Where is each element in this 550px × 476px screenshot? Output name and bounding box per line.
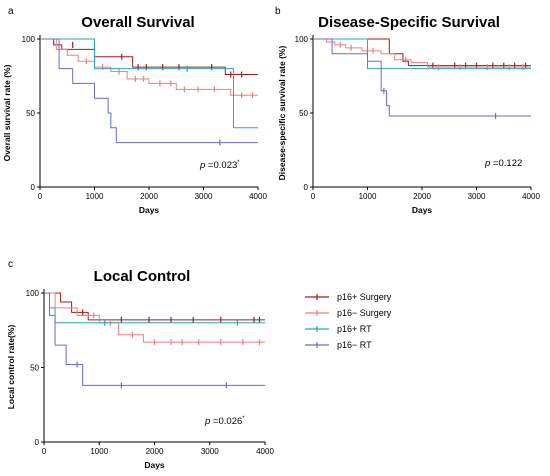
legend: p16+ Surgery p16− Surgery p16+ RT p16− RT bbox=[305, 292, 392, 350]
x-tick-label: 4000 bbox=[249, 192, 267, 201]
p-value-annotation: p =0.122 bbox=[484, 158, 522, 169]
x-tick-label: 3000 bbox=[468, 192, 486, 201]
km-curve bbox=[44, 292, 265, 321]
x-tick-label: 4000 bbox=[256, 447, 274, 456]
series-p16-rt bbox=[44, 292, 265, 389]
legend-entry: p16+ RT bbox=[305, 324, 372, 334]
x-tick-label: 3000 bbox=[201, 447, 219, 456]
x-axis-label: Days bbox=[144, 460, 165, 470]
legend-entry: p16− RT bbox=[305, 340, 372, 350]
km-curve bbox=[313, 38, 531, 67]
series-p16-rt bbox=[313, 38, 531, 119]
panel-letter: a bbox=[8, 6, 14, 17]
chart-title: Disease-Specific Survival bbox=[318, 14, 500, 31]
legend-label: p16− Surgery bbox=[337, 308, 392, 318]
chart-panel-c: c Local Control 0 1000 2000 3000 4000 0 50 100 Day… bbox=[6, 259, 274, 470]
km-curve bbox=[313, 38, 531, 117]
km-curve bbox=[40, 38, 258, 144]
p-value-annotation: p =0.026* bbox=[204, 416, 245, 427]
y-axis-label: Disease-specific survival rate (%) bbox=[277, 46, 287, 181]
series-p16-rt bbox=[40, 38, 258, 129]
series-p16-rt bbox=[40, 38, 258, 146]
x-tick-label: 0 bbox=[42, 447, 47, 456]
series-p16-surgery bbox=[313, 38, 531, 71]
km-curve bbox=[40, 38, 258, 96]
x-tick-label: 3000 bbox=[195, 192, 213, 201]
x-tick-label: 0 bbox=[311, 192, 316, 201]
chart-title: Local Control bbox=[94, 268, 191, 285]
x-tick-label: 4000 bbox=[522, 192, 540, 201]
x-tick-label: 1000 bbox=[90, 447, 108, 456]
series-p16-surgery bbox=[44, 292, 265, 346]
panel-letter: b bbox=[275, 6, 281, 17]
legend-entry: p16+ Surgery bbox=[305, 292, 392, 302]
y-tick-label: 0 bbox=[31, 183, 36, 192]
y-tick-label: 100 bbox=[295, 35, 309, 44]
y-tick-label: 0 bbox=[304, 183, 309, 192]
km-curve bbox=[313, 38, 531, 68]
y-axis-label: Local control rate(%) bbox=[6, 325, 16, 410]
km-curve bbox=[44, 292, 265, 386]
x-tick-label: 0 bbox=[38, 192, 43, 201]
chart-title: Overall Survival bbox=[81, 14, 194, 31]
x-tick-label: 2000 bbox=[146, 447, 164, 456]
y-axis-label: Overall survival rate (%) bbox=[2, 64, 12, 161]
y-tick-label: 50 bbox=[299, 109, 308, 118]
x-tick-label: 1000 bbox=[86, 192, 104, 201]
km-curve bbox=[44, 292, 265, 343]
series-p16-surgery bbox=[40, 38, 258, 99]
km-curve bbox=[40, 38, 258, 129]
series-p16-surgery bbox=[44, 292, 265, 323]
legend-entry: p16− Surgery bbox=[305, 308, 392, 318]
y-tick-label: 50 bbox=[30, 364, 39, 373]
y-tick-label: 50 bbox=[26, 109, 35, 118]
y-tick-label: 0 bbox=[35, 438, 40, 447]
legend-label: p16− RT bbox=[337, 340, 372, 350]
legend-label: p16+ RT bbox=[337, 324, 372, 334]
x-tick-label: 1000 bbox=[359, 192, 377, 201]
panel-letter: c bbox=[8, 259, 13, 270]
x-tick-label: 2000 bbox=[140, 192, 158, 201]
p-value-annotation: p =0.023* bbox=[199, 160, 240, 171]
x-axis-label: Days bbox=[412, 205, 433, 215]
x-axis-label: Days bbox=[139, 205, 160, 215]
y-tick-label: 100 bbox=[26, 289, 40, 298]
chart-panel-a: a Overall Survival 0 1000 2000 3000 4000 0 50 100… bbox=[2, 6, 267, 215]
legend-label: p16+ Surgery bbox=[337, 292, 392, 302]
y-tick-label: 100 bbox=[22, 35, 36, 44]
series-p16-surgery bbox=[313, 38, 531, 69]
x-tick-label: 2000 bbox=[413, 192, 431, 201]
